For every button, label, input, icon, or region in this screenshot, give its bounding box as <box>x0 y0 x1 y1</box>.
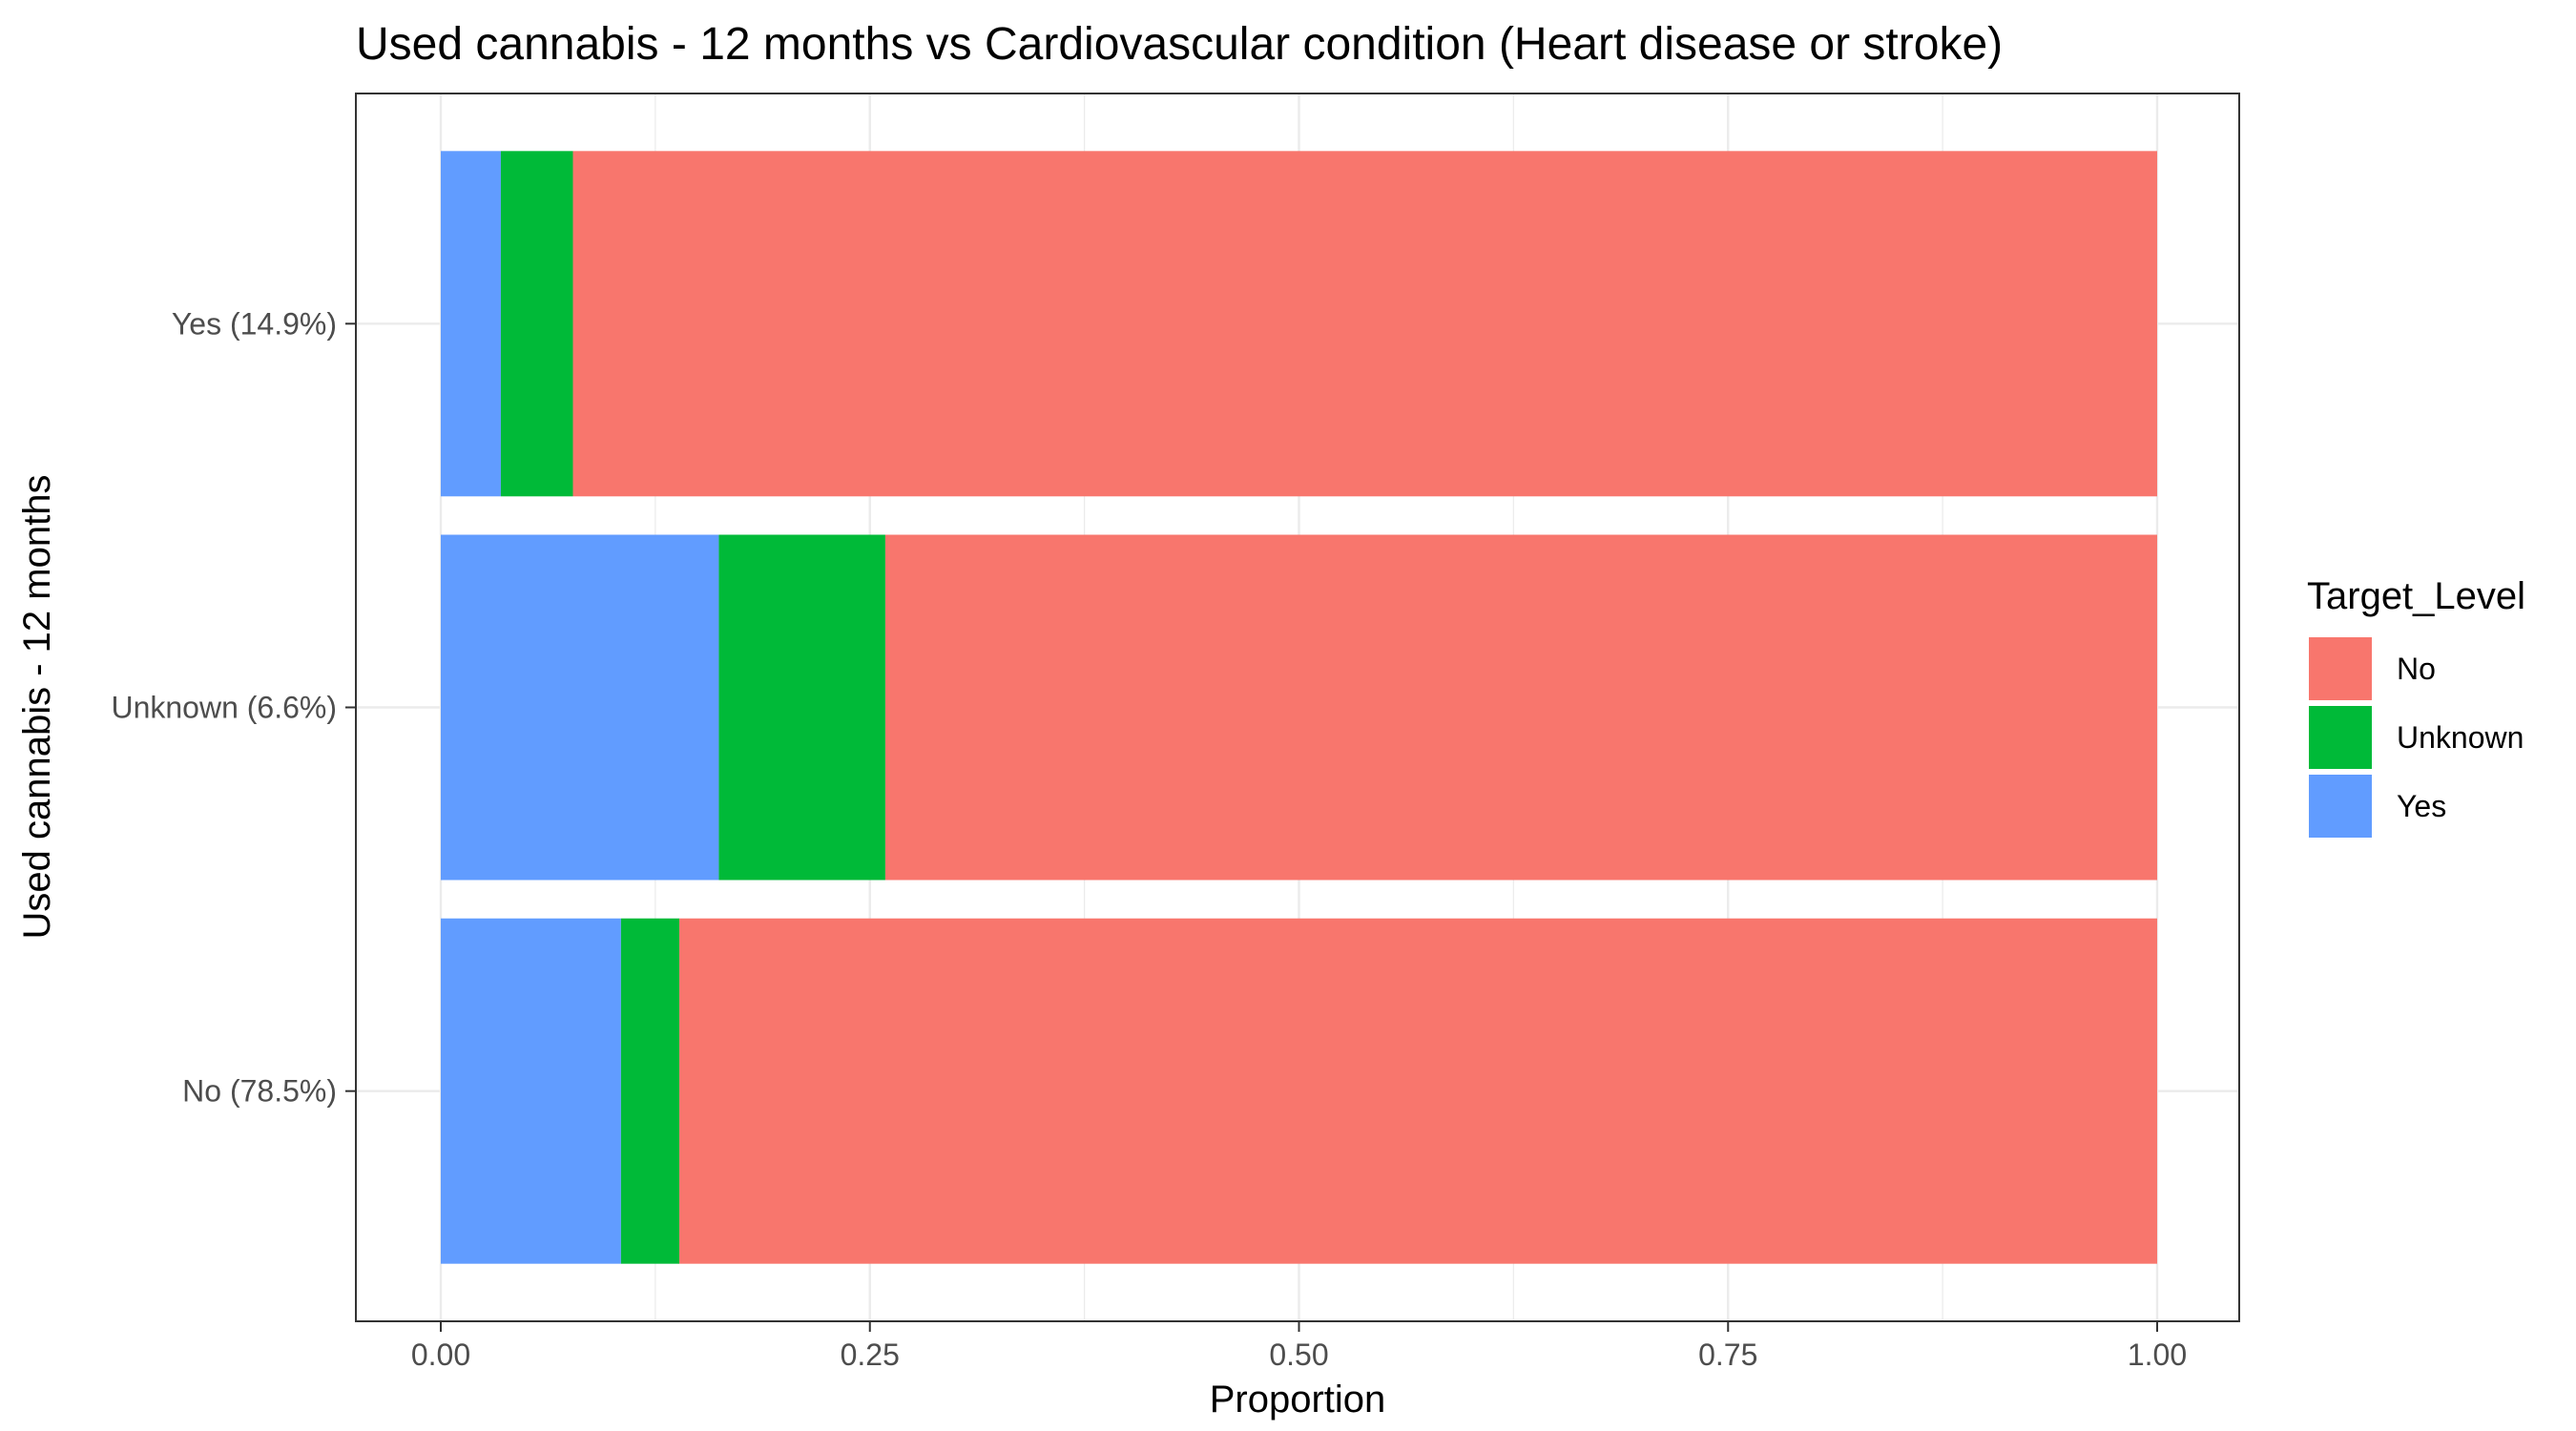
y-tick-label: Unknown (6.6%) <box>111 691 337 725</box>
legend-key-yes <box>2309 775 2372 838</box>
bar-unknown-1 <box>620 918 680 1264</box>
x-axis: 0.00 0.25 0.50 0.75 1.00 <box>411 1321 2187 1372</box>
x-tick-label: 0.00 <box>411 1338 470 1372</box>
x-tick-label: 0.25 <box>841 1338 900 1372</box>
legend-label-yes: Yes <box>2397 789 2446 823</box>
x-tick-label: 1.00 <box>2128 1338 2187 1372</box>
y-tick-label: No (78.5%) <box>182 1074 337 1109</box>
bar-no-1 <box>679 918 2157 1264</box>
x-tick-label: 0.50 <box>1269 1338 1328 1372</box>
legend-key-unknown <box>2309 706 2372 769</box>
x-tick-label: 0.75 <box>1698 1338 1757 1372</box>
bar-unknown-3 <box>500 151 573 497</box>
bar-no-2 <box>884 534 2158 881</box>
legend-key-no <box>2309 637 2372 700</box>
bar-unknown-2 <box>718 534 885 881</box>
chart-title: Used cannabis - 12 months vs Cardiovascu… <box>356 19 2003 70</box>
legend-title: Target_Level <box>2307 575 2525 617</box>
legend-entries: No Unknown Yes <box>2309 637 2524 838</box>
y-axis: No (78.5%) Unknown (6.6%) Yes (14.9%) <box>111 306 356 1109</box>
x-axis-title: Proportion <box>1210 1379 1386 1421</box>
bar-yes-3 <box>441 151 501 497</box>
bar-yes-1 <box>441 918 621 1264</box>
bars <box>441 151 2158 1264</box>
legend: Target_Level No Unknown Yes <box>2307 575 2525 838</box>
legend-label-unknown: Unknown <box>2397 720 2524 755</box>
bar-yes-2 <box>441 534 719 881</box>
bar-no-3 <box>572 151 2158 497</box>
legend-label-no: No <box>2397 652 2436 686</box>
y-axis-title: Used cannabis - 12 months <box>16 475 58 940</box>
y-tick-label: Yes (14.9%) <box>172 306 337 341</box>
